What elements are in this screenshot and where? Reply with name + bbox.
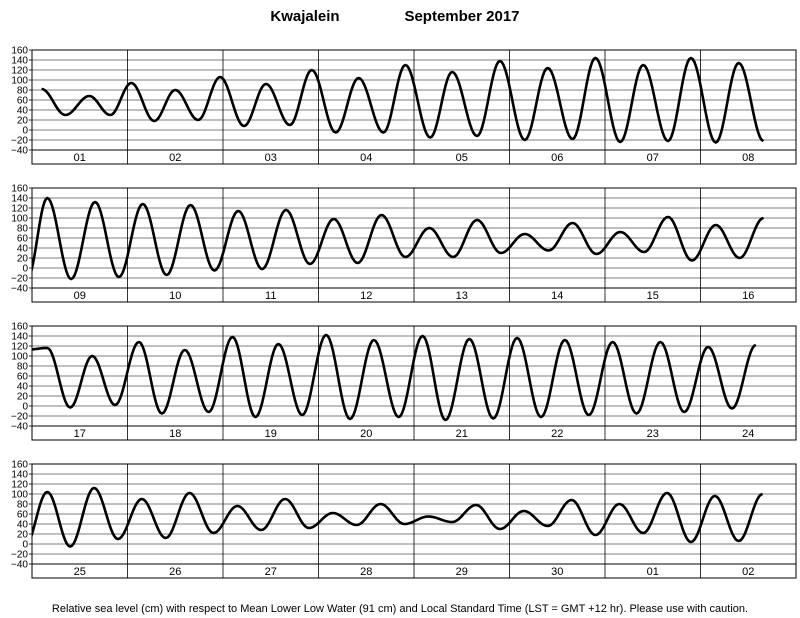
day-label: 18: [169, 428, 181, 440]
day-label: 11: [265, 290, 276, 302]
y-tick-label: 40: [17, 106, 29, 117]
y-tick-label: 40: [17, 244, 29, 255]
y-tick-label: 20: [17, 254, 29, 265]
day-label: 17: [74, 428, 86, 440]
y-tick-label: 0: [22, 126, 28, 137]
y-tick-label: 20: [17, 116, 29, 127]
day-label: 06: [551, 152, 563, 164]
y-tick-label: 140: [11, 194, 28, 205]
day-label: 26: [169, 566, 181, 578]
y-tick-label: 80: [17, 224, 29, 235]
y-tick-label: 60: [17, 372, 29, 383]
y-tick-label: −20: [11, 412, 28, 423]
day-axis-strip: [31, 425, 797, 441]
y-tick-label: 120: [11, 342, 28, 353]
y-tick-label: 140: [11, 56, 28, 67]
chart-title-period: September 2017: [404, 8, 519, 25]
day-label: 02: [169, 152, 181, 164]
day-label: 22: [551, 428, 563, 440]
day-axis-strip: [31, 149, 797, 165]
y-tick-label: 100: [11, 490, 28, 501]
day-label: 05: [456, 152, 468, 164]
y-tick-label: 20: [17, 530, 29, 541]
y-tick-label: 140: [11, 332, 28, 343]
y-tick-label: 40: [17, 520, 29, 531]
day-axis-strip: [31, 287, 797, 303]
day-label: 19: [265, 428, 277, 440]
y-tick-label: 160: [11, 460, 28, 471]
y-tick-label: 80: [17, 86, 29, 97]
day-label: 15: [647, 290, 659, 302]
chart-caption: Relative sea level (cm) with respect to …: [52, 603, 748, 615]
day-label: 04: [360, 152, 372, 164]
day-label: 21: [456, 428, 468, 440]
y-tick-label: −40: [11, 284, 28, 295]
day-label: 28: [360, 566, 372, 578]
day-label: 10: [169, 290, 181, 302]
tide-series-line: [32, 486, 764, 548]
y-tick-label: 80: [17, 500, 29, 511]
y-tick-label: 100: [11, 76, 28, 87]
day-label: 02: [742, 566, 754, 578]
day-label: 14: [551, 290, 563, 302]
day-label: 24: [742, 428, 754, 440]
y-tick-label: −40: [11, 422, 28, 433]
day-label: 30: [551, 566, 563, 578]
y-tick-label: 80: [17, 362, 29, 373]
y-tick-label: 40: [17, 382, 29, 393]
y-tick-label: 120: [11, 204, 28, 215]
y-tick-label: −40: [11, 146, 28, 157]
day-label: 09: [74, 290, 86, 302]
y-tick-label: 0: [22, 264, 28, 275]
day-label: 01: [74, 152, 86, 164]
y-tick-label: 140: [11, 470, 28, 481]
tide-series-line: [32, 196, 764, 281]
day-label: 08: [742, 152, 754, 164]
day-label: 27: [265, 566, 277, 578]
chart-title-location: Kwajalein: [270, 8, 339, 25]
y-tick-label: 60: [17, 234, 29, 245]
day-label: 29: [456, 566, 468, 578]
day-label: 25: [74, 566, 86, 578]
y-tick-label: 60: [17, 96, 29, 107]
day-label: 01: [647, 566, 659, 578]
day-label: 03: [265, 152, 277, 164]
y-tick-label: 160: [11, 184, 28, 195]
y-tick-label: 0: [22, 402, 28, 413]
day-label: 07: [647, 152, 659, 164]
day-axis-strip: [31, 563, 797, 579]
y-tick-label: 60: [17, 510, 29, 521]
day-label: 16: [742, 290, 754, 302]
tide-series-line: [41, 56, 765, 144]
day-label: 12: [360, 290, 372, 302]
day-label: 23: [647, 428, 659, 440]
y-tick-label: 100: [11, 352, 28, 363]
tide-series-line: [32, 333, 757, 422]
y-tick-label: 160: [11, 46, 28, 57]
y-tick-label: −20: [11, 550, 28, 561]
y-tick-label: −20: [11, 136, 28, 147]
y-tick-label: −40: [11, 560, 28, 571]
day-label: 13: [456, 290, 468, 302]
y-tick-label: −20: [11, 274, 28, 285]
day-label: 20: [360, 428, 372, 440]
y-tick-label: 120: [11, 480, 28, 491]
y-tick-label: 160: [11, 322, 28, 333]
y-tick-label: 100: [11, 214, 28, 225]
y-tick-label: 0: [22, 540, 28, 551]
y-tick-label: 20: [17, 392, 29, 403]
y-tick-label: 120: [11, 66, 28, 77]
